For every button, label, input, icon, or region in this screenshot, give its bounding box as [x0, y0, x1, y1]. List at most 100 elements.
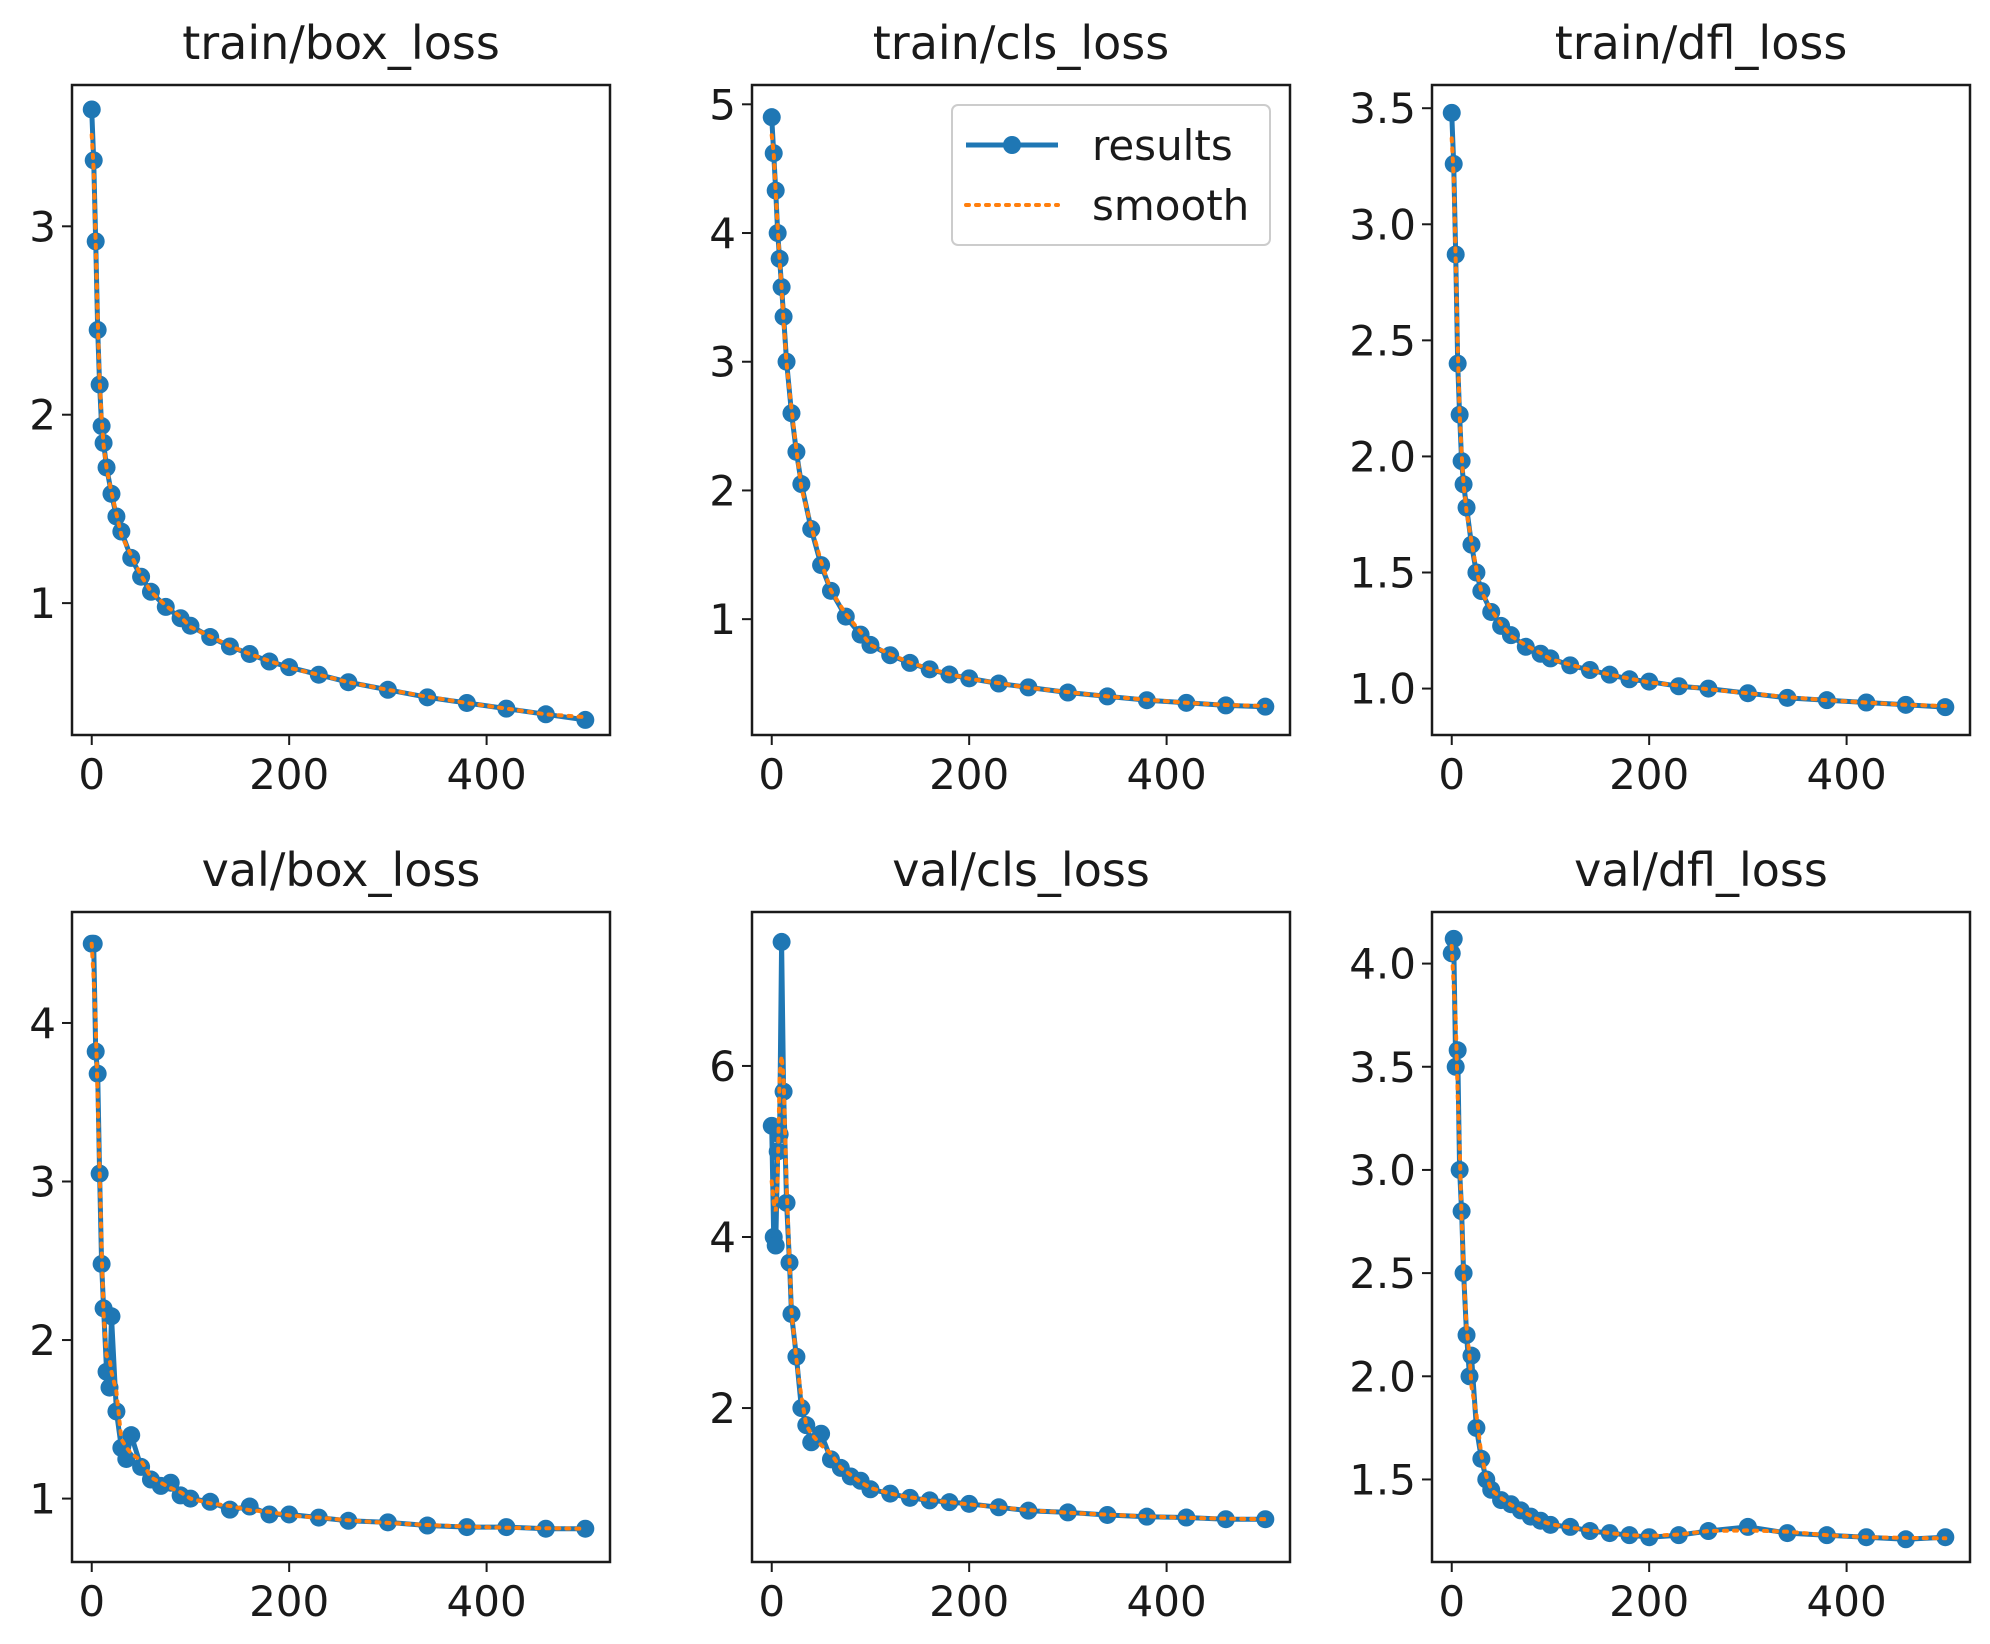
- results-point: [1600, 1524, 1619, 1543]
- results-point: [497, 699, 516, 718]
- results-point: [1452, 1202, 1471, 1221]
- y-tick-label: 5: [709, 80, 736, 129]
- x-tick-label: 400: [1807, 750, 1887, 799]
- x-tick-label: 200: [1609, 750, 1689, 799]
- y-tick-label: 2: [709, 466, 736, 515]
- results-point: [900, 1488, 919, 1507]
- y-tick-label: 4: [709, 209, 736, 258]
- results-point: [772, 932, 791, 951]
- results-point: [1467, 563, 1486, 582]
- results-point: [457, 693, 476, 712]
- results-point: [766, 1236, 785, 1255]
- results-point: [1454, 475, 1473, 494]
- results-point: [989, 1498, 1008, 1517]
- results-point: [1541, 1515, 1560, 1534]
- results-point: [86, 232, 105, 251]
- results-point: [1600, 665, 1619, 684]
- results-point: [141, 582, 160, 601]
- x-tick-label: 200: [1609, 1577, 1689, 1626]
- y-tick-label: 3: [29, 202, 56, 251]
- legend-results-label: results: [1092, 121, 1233, 170]
- x-tick-label: 400: [1127, 750, 1207, 799]
- x-tick-label: 0: [1438, 1577, 1465, 1626]
- results-point: [378, 680, 397, 699]
- results-point: [309, 665, 328, 684]
- results-point: [260, 1505, 279, 1524]
- subplot-title: val/dfl_loss: [1574, 843, 1828, 897]
- legend: results smooth: [951, 104, 1271, 246]
- subplot-title: val/cls_loss: [892, 843, 1150, 897]
- y-tick-label: 3.0: [1349, 1146, 1416, 1195]
- y-tick-label: 3.0: [1349, 200, 1416, 249]
- x-tick-label: 0: [78, 750, 105, 799]
- y-tick-label: 3.5: [1349, 1043, 1416, 1092]
- results-point: [102, 1307, 121, 1326]
- results-point: [1450, 405, 1469, 424]
- x-tick-label: 400: [447, 750, 527, 799]
- smooth-line: [1449, 136, 1948, 708]
- subplot-train-cls_loss: train/cls_loss 0 200 400 1 2 3 4 5 results smooth: [709, 16, 1292, 799]
- subplot-title: train/cls_loss: [873, 16, 1169, 70]
- results-point: [1738, 684, 1757, 703]
- results-point: [1442, 103, 1461, 122]
- plot-frame: [750, 910, 1292, 1564]
- y-tick-label: 2: [29, 1316, 56, 1365]
- results-point: [1446, 245, 1465, 264]
- results-point: [1699, 679, 1718, 698]
- x-tick-label: 400: [447, 1577, 527, 1626]
- results-point: [86, 1042, 105, 1061]
- results-point: [122, 1426, 141, 1445]
- results-point: [220, 1500, 239, 1519]
- results-point: [768, 224, 787, 243]
- results-point: [1561, 1517, 1580, 1536]
- results-point: [777, 352, 796, 371]
- results-point: [1738, 1517, 1757, 1536]
- subplot-title: train/box_loss: [182, 16, 500, 70]
- results-point: [107, 1402, 126, 1421]
- results-point: [787, 442, 806, 461]
- results-point: [766, 181, 785, 200]
- results-point: [1462, 535, 1481, 554]
- results-point: [1448, 354, 1467, 373]
- legend-results-marker: [1003, 136, 1021, 154]
- y-tick-label: 1.5: [1349, 1455, 1416, 1504]
- x-tick-label: 0: [758, 750, 785, 799]
- y-tick-label: 4: [709, 1213, 736, 1262]
- y-tick-label: 6: [709, 1042, 736, 1091]
- legend-smooth-label: smooth: [1092, 181, 1249, 230]
- results-point: [82, 100, 101, 119]
- subplot-val-cls_loss: val/cls_loss 0 200 400 2 4 6: [709, 843, 1292, 1626]
- results-point: [1778, 688, 1797, 707]
- results-point: [940, 1493, 959, 1512]
- results-point: [1640, 672, 1659, 691]
- y-tick-label: 2: [709, 1384, 736, 1433]
- smooth-line: [769, 1055, 1268, 1522]
- plot-frame: [1430, 910, 1972, 1564]
- results-point: [1669, 677, 1688, 696]
- subplot-title: val/box_loss: [202, 843, 481, 897]
- y-tick-label: 1: [29, 1475, 56, 1524]
- results-line: [91, 941, 586, 1532]
- results-point: [161, 1473, 180, 1492]
- results-point: [117, 1449, 136, 1468]
- results-line: [1449, 936, 1946, 1542]
- results-point: [1098, 1505, 1117, 1524]
- x-tick-label: 400: [1807, 1577, 1887, 1626]
- y-tick-label: 4: [29, 999, 56, 1048]
- x-tick-label: 0: [1438, 750, 1465, 799]
- subplot-title: train/dfl_loss: [1555, 16, 1848, 70]
- results-point: [84, 934, 103, 953]
- plot-frame: [70, 83, 612, 737]
- results-point: [762, 108, 781, 127]
- results-point: [802, 520, 821, 539]
- plot-frame: [750, 83, 1292, 737]
- results-point: [1444, 929, 1463, 948]
- results-point: [1640, 1528, 1659, 1547]
- results-point: [240, 1497, 259, 1516]
- subplot-train-box_loss: train/box_loss 0 200 400 1 2 3: [29, 16, 612, 799]
- results-point: [339, 673, 358, 692]
- y-tick-label: 3: [709, 338, 736, 387]
- y-tick-label: 2.5: [1349, 1249, 1416, 1298]
- results-point: [1442, 944, 1461, 963]
- results-point: [1058, 1503, 1077, 1522]
